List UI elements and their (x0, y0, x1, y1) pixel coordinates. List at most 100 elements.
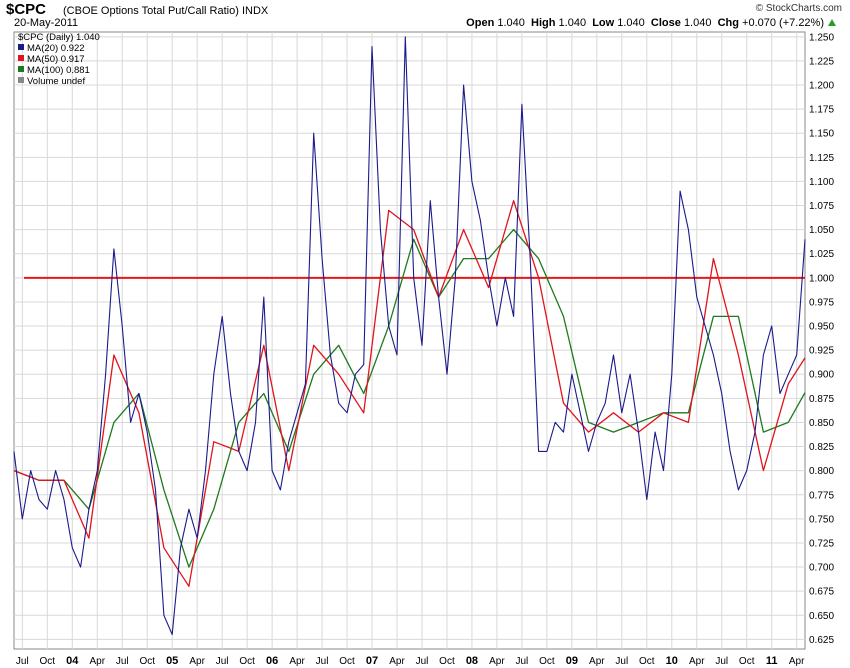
legend-ma20-label: MA(20) 0.922 (27, 43, 85, 54)
x-tick-label: Oct (339, 656, 355, 667)
x-tick-label: 05 (166, 655, 178, 667)
y-tick-label: 0.675 (809, 587, 834, 598)
chart-header: $CPC (CBOE Options Total Put/Call Ratio)… (0, 0, 850, 32)
x-tick-label: 06 (266, 655, 278, 667)
y-tick-label: 0.950 (809, 322, 834, 333)
legend-volume: Volume undef (18, 76, 100, 87)
up-arrow-icon (828, 19, 836, 26)
x-tick-label: 11 (766, 655, 778, 667)
x-tick-label: 04 (66, 655, 79, 667)
legend-ma20: MA(20) 0.922 (18, 43, 100, 54)
x-tick-label: Jul (516, 656, 529, 667)
legend-swatch-ma50 (18, 55, 24, 61)
legend-swatch-ma20 (18, 44, 24, 50)
legend-price-label: $CPC (Daily) 1.040 (18, 32, 100, 43)
x-tick-label: Oct (40, 656, 56, 667)
x-tick-label: Apr (189, 656, 205, 667)
legend-swatch-volume (18, 77, 24, 83)
legend-ma50: MA(50) 0.917 (18, 54, 100, 65)
y-tick-label: 1.075 (809, 201, 834, 212)
y-tick-label: 0.875 (809, 394, 834, 405)
y-tick-label: 1.000 (809, 273, 834, 284)
x-tick-label: Jul (216, 656, 229, 667)
x-tick-label: Apr (589, 656, 605, 667)
series-group (13, 36, 806, 636)
y-axis: 0.625 0.650 0.675 0.700 0.725 0.750 0.775 0.800… (809, 32, 834, 646)
symbol-description: (CBOE Options Total Put/Call Ratio) INDX (63, 5, 268, 17)
close-value: 1.040 (683, 17, 712, 29)
y-tick-label: 1.150 (809, 129, 834, 140)
y-tick-label: 1.250 (809, 32, 834, 43)
brand: © StockCharts.com (755, 3, 842, 14)
legend-swatch-ma100 (18, 66, 24, 72)
plot-frame (13, 31, 806, 650)
x-tick-label: Jul (416, 656, 429, 667)
high-label: High (531, 17, 556, 29)
exchange: INDX (241, 5, 269, 17)
grid (14, 32, 805, 649)
x-tick-label: Jul (316, 656, 329, 667)
x-tick-label: Oct (639, 656, 655, 667)
y-tick-label: 1.175 (809, 105, 834, 116)
series-line-ma50 (13, 200, 806, 587)
symbol: $CPC (6, 1, 47, 18)
legend-ma50-label: MA(50) 0.917 (27, 54, 85, 65)
y-tick-label: 0.900 (809, 370, 834, 381)
legend-ma100-label: MA(100) 0.881 (27, 65, 90, 76)
y-tick-label: 1.050 (809, 225, 834, 236)
y-tick-label: 0.850 (809, 418, 834, 429)
x-tick-label: Apr (489, 656, 505, 667)
y-tick-label: 1.125 (809, 153, 834, 164)
y-tick-label: 1.100 (809, 177, 834, 188)
x-tick-label: 09 (566, 655, 578, 667)
chg-value: +0.070 (+7.22%) (742, 17, 824, 29)
ohlc-summary: Open 1.040 High 1.040 Low 1.040 Close 1.… (466, 17, 824, 29)
x-tick-label: Jul (116, 656, 129, 667)
x-tick-label: Apr (89, 656, 105, 667)
x-tick-label: Jul (715, 656, 728, 667)
x-tick-label: Oct (539, 656, 555, 667)
y-tick-label: 0.975 (809, 297, 834, 308)
y-tick-label: 1.225 (809, 56, 834, 67)
y-tick-label: 0.750 (809, 514, 834, 525)
legend-ma100: MA(100) 0.881 (18, 65, 100, 76)
close-label: Close (650, 17, 681, 29)
y-tick-label: 0.700 (809, 563, 834, 574)
series-line-ma100 (13, 228, 806, 568)
chart-date: 20-May-2011 (14, 17, 78, 29)
x-tick-label: Apr (689, 656, 705, 667)
legend: $CPC (Daily) 1.040 MA(20) 0.922 MA(50) 0… (18, 32, 100, 87)
x-tick-label: Apr (389, 656, 405, 667)
y-tick-label: 0.725 (809, 538, 834, 549)
series-line-price (13, 36, 806, 636)
y-tick-label: 1.025 (809, 249, 834, 260)
x-tick-label: Apr (289, 656, 305, 667)
legend-price: $CPC (Daily) 1.040 (18, 32, 100, 43)
subtitle: (CBOE Options Total Put/Call Ratio) (63, 5, 239, 17)
low-label: Low (592, 17, 615, 29)
x-axis: Jul Oct 04 Apr Jul Oct 05 Apr Jul Oct 06 Apr Jul Oct 0… (16, 655, 805, 667)
x-tick-label: Jul (615, 656, 628, 667)
y-tick-label: 0.775 (809, 490, 834, 501)
open-value: 1.040 (497, 17, 525, 29)
y-tick-label: 1.200 (809, 81, 834, 92)
x-tick-label: 10 (666, 655, 678, 667)
y-tick-label: 0.925 (809, 346, 834, 357)
x-tick-label: Oct (139, 656, 155, 667)
high-value: 1.040 (558, 17, 587, 29)
low-value: 1.040 (617, 17, 645, 29)
x-tick-label: Oct (439, 656, 455, 667)
legend-volume-label: Volume undef (27, 76, 86, 87)
open-label: Open (466, 17, 495, 29)
x-tick-label: Oct (239, 656, 255, 667)
y-tick-label: 0.825 (809, 442, 834, 453)
y-tick-label: 0.800 (809, 466, 834, 477)
chg-label: Chg (717, 17, 739, 29)
x-tick-label: 07 (366, 655, 378, 667)
y-tick-label: 0.650 (809, 611, 834, 622)
x-tick-label: Apr (789, 656, 805, 667)
x-tick-label: 08 (466, 655, 478, 667)
x-tick-label: Jul (16, 656, 29, 667)
x-tick-label: Oct (739, 656, 755, 667)
